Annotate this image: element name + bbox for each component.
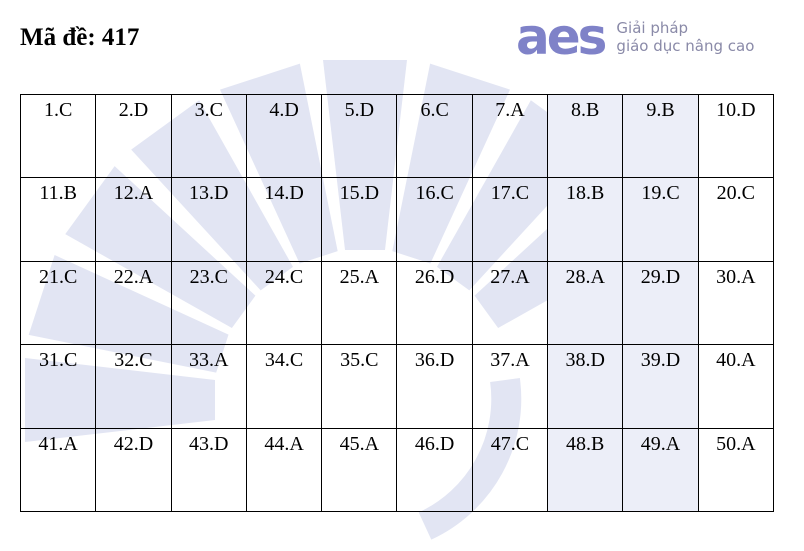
answer-cell: 30.A (697, 260, 775, 346)
answer-cell: 19.C (622, 177, 699, 262)
answer-cell: 6.C (396, 93, 473, 179)
answer-cell: 4.D (245, 93, 323, 179)
answer-cell: 22.A (95, 260, 172, 346)
answer-cell: 31.C (19, 344, 97, 429)
logo-mark: aes (516, 8, 607, 66)
answer-cell: 34.C (245, 344, 323, 429)
answer-cell: 39.D (622, 344, 699, 429)
answer-cell: 32.C (95, 344, 172, 429)
answer-cell: 38.D (547, 344, 624, 429)
answer-cell: 47.C (471, 427, 549, 513)
answer-cell: 48.B (547, 427, 624, 513)
answer-cell: 21.C (19, 260, 97, 346)
answer-cell: 15.D (321, 177, 398, 262)
logo-line: giáo dục nâng cao (616, 37, 755, 55)
answer-cell: 28.A (547, 260, 624, 346)
answer-table: 1.C 2.D 3.C 4.D 5.D 6.C 7.A 8.B 9.B 10.D 11.B 12.A 1… (19, 93, 775, 513)
answer-cell: 37.A (471, 344, 549, 429)
answer-cell: 20.C (697, 177, 775, 262)
answer-cell: 9.B (622, 93, 699, 179)
table-row: 21.C 22.A 23.C 24.C 25.A 26.D 27.A 28.A 29.D 30.A (19, 260, 775, 346)
answer-cell: 16.C (396, 177, 473, 262)
answer-cell: 35.C (321, 344, 398, 429)
answer-cell: 14.D (245, 177, 323, 262)
answer-cell: 25.A (321, 260, 398, 346)
table-row: 1.C 2.D 3.C 4.D 5.D 6.C 7.A 8.B 9.B 10.D (19, 93, 775, 179)
answer-cell: 45.A (321, 427, 398, 513)
answer-cell: 5.D (321, 93, 398, 179)
answer-cell: 42.D (95, 427, 172, 513)
answer-cell: 3.C (170, 93, 247, 179)
answer-cell: 46.D (396, 427, 473, 513)
answer-cell: 8.B (547, 93, 624, 179)
title: Mã đề: 417 (20, 24, 140, 51)
answer-cell: 29.D (622, 260, 699, 346)
answer-cell: 44.A (245, 427, 323, 513)
answer-cell: 27.A (471, 260, 549, 346)
answer-cell: 26.D (396, 260, 473, 346)
answer-cell: 13.D (170, 177, 247, 262)
answer-cell: 24.C (245, 260, 323, 346)
answer-cell: 12.A (95, 177, 172, 262)
table-row: 31.C 32.C 33.A 34.C 35.C 36.D 37.A 38.D 39.D 40.A (19, 344, 775, 429)
answer-cell: 1.C (19, 93, 97, 179)
table-row: 41.A 42.D 43.D 44.A 45.A 46.D 47.C 48.B 49.A 50.A (19, 427, 775, 513)
answer-cell: 33.A (170, 344, 247, 429)
logo: aes Giải pháp giáo dục nâng cao (516, 12, 754, 62)
logo-text: Giải pháp giáo dục nâng cao (616, 19, 754, 55)
answer-cell: 23.C (170, 260, 247, 346)
logo-line: Giải pháp (616, 19, 689, 37)
answer-cell: 43.D (170, 427, 247, 513)
answer-cell: 2.D (95, 93, 172, 179)
answer-cell: 41.A (19, 427, 97, 513)
answer-cell: 50.A (697, 427, 775, 513)
answer-cell: 18.B (547, 177, 624, 262)
answer-cell: 49.A (622, 427, 699, 513)
answer-cell: 17.C (471, 177, 549, 262)
answer-cell: 11.B (19, 177, 97, 262)
answer-cell: 10.D (697, 93, 775, 179)
answer-cell: 36.D (396, 344, 473, 429)
table-row: 11.B 12.A 13.D 14.D 15.D 16.C 17.C 18.B 19.C 20.C (19, 177, 775, 262)
answer-cell: 40.A (697, 344, 775, 429)
answer-cell: 7.A (471, 93, 549, 179)
